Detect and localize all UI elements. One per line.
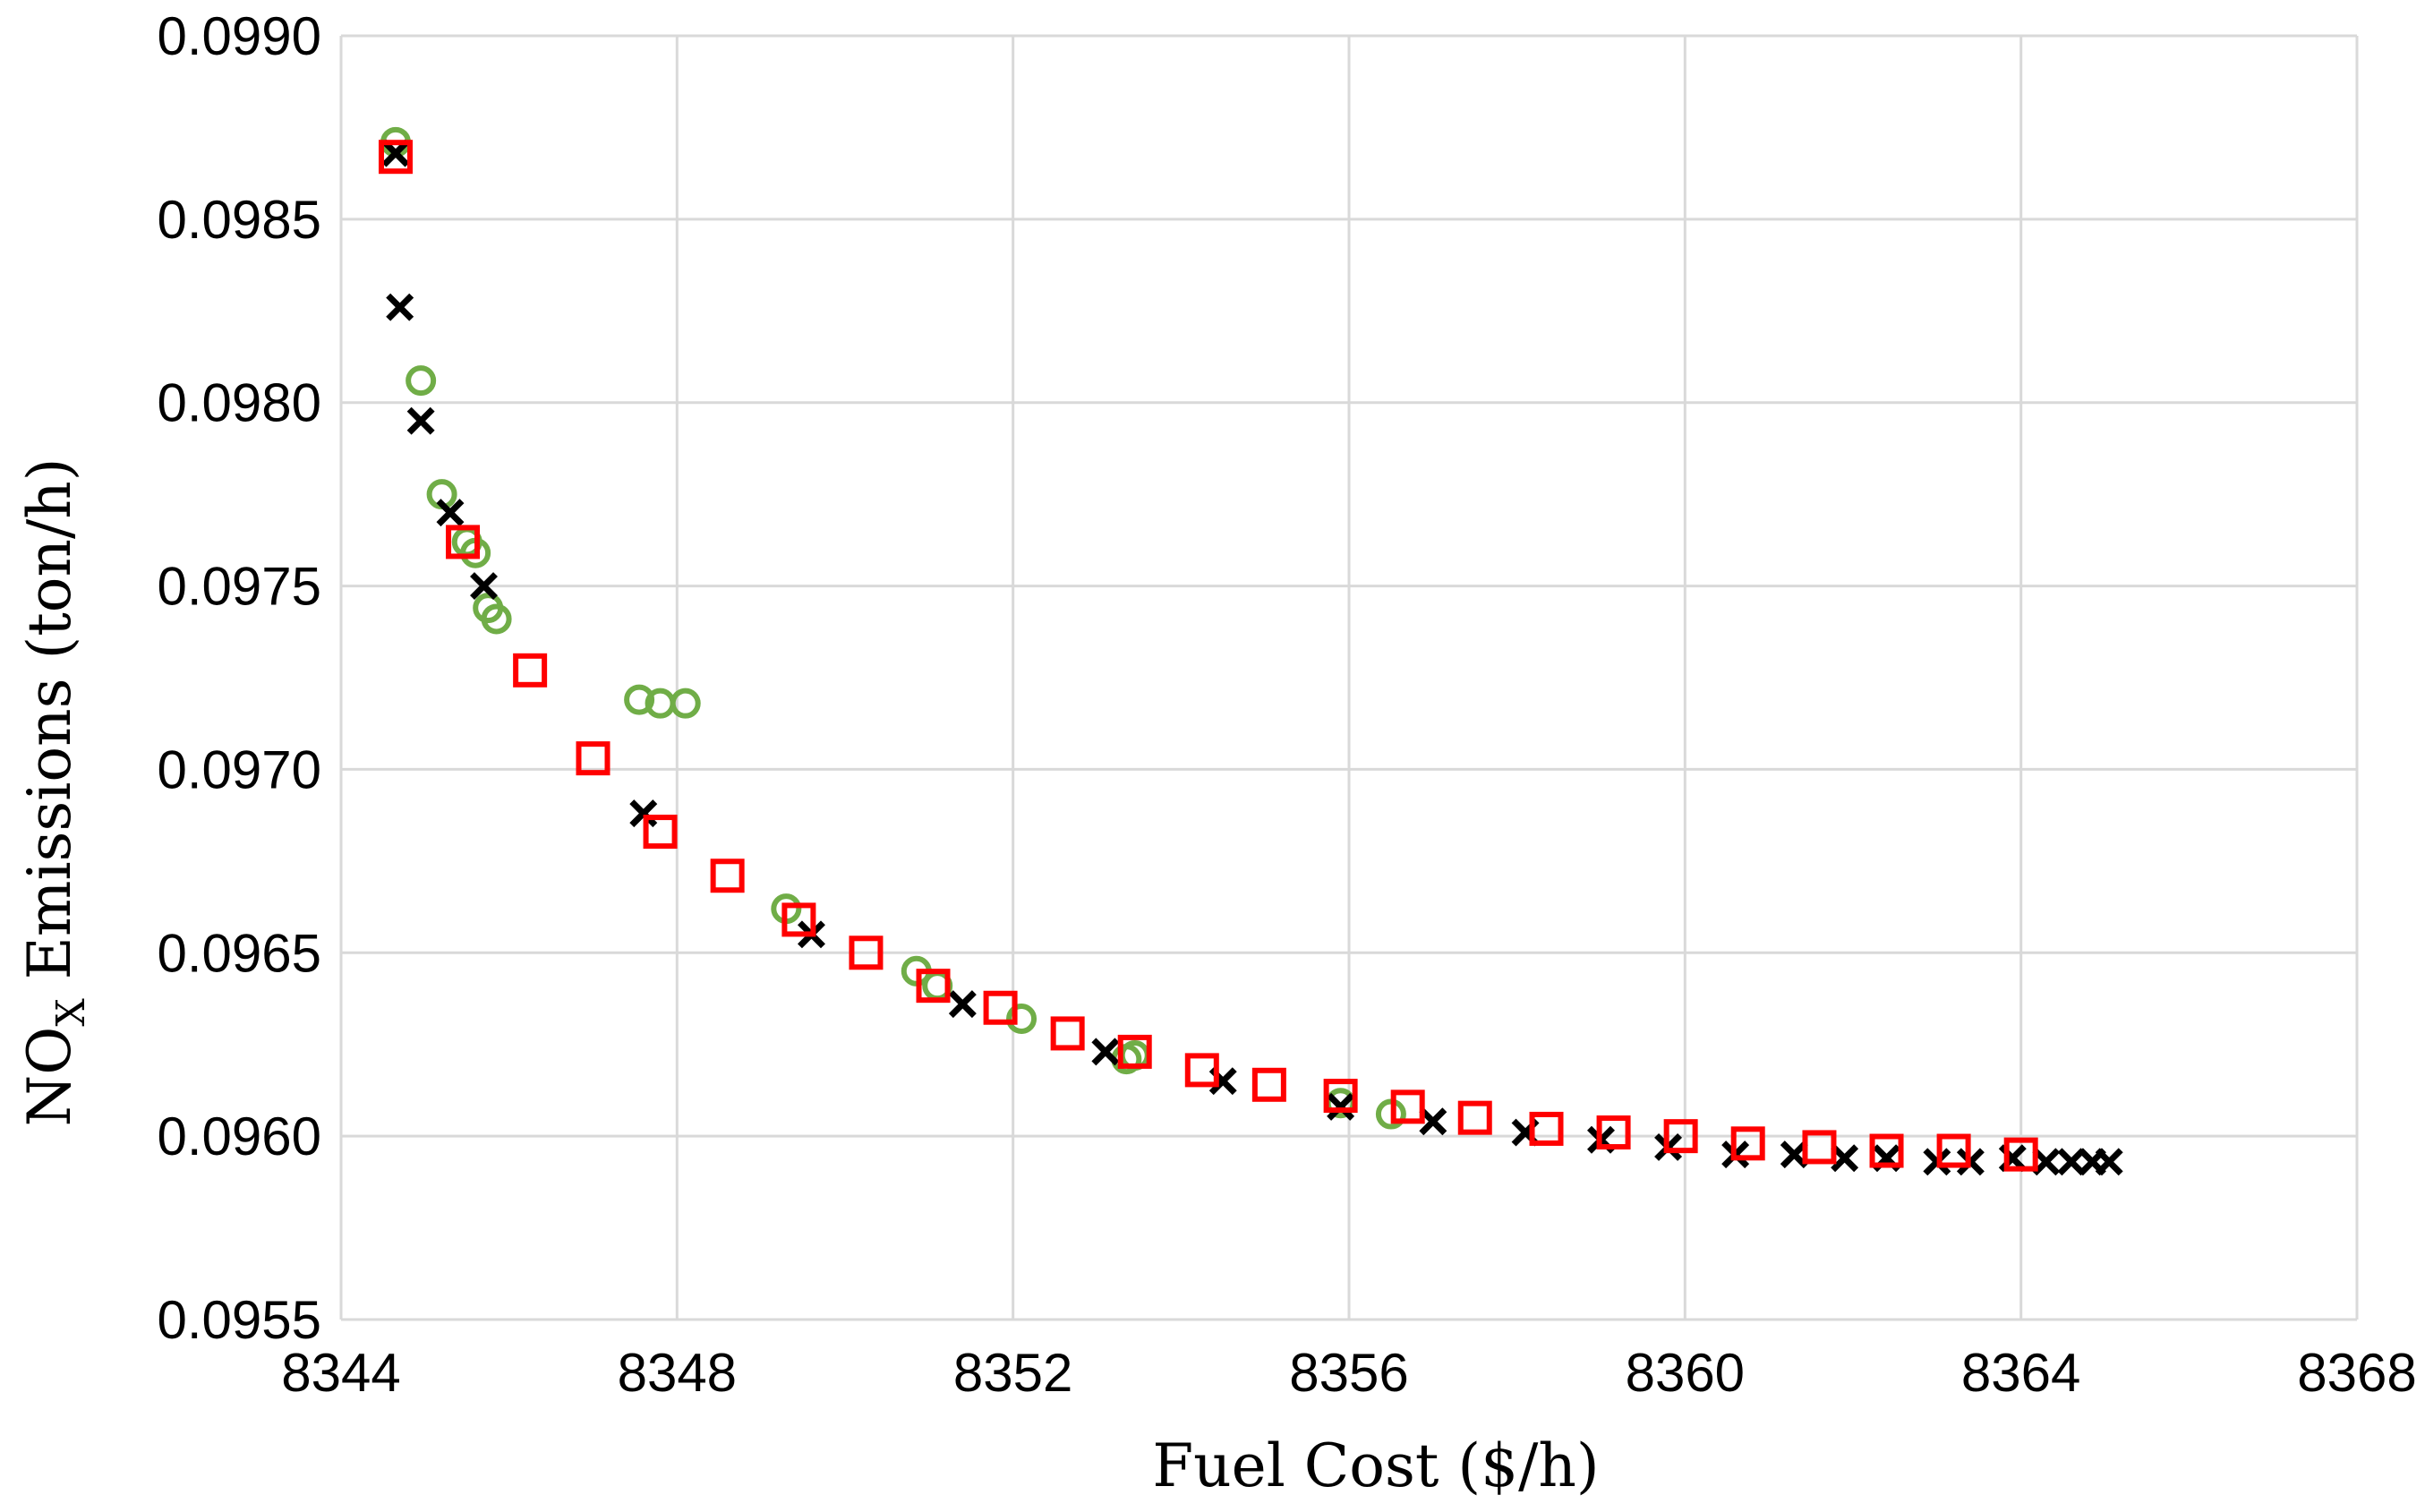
cross-point [629,799,658,828]
x-tick-label: 8364 [1961,1343,2080,1403]
square-point [2003,1137,2038,1172]
square-point [513,653,548,688]
square-point [1663,1119,1698,1154]
y-tick-label: 0.0970 [157,739,321,799]
square-point [1184,1053,1219,1088]
square-point [446,525,481,560]
circle-point [481,603,512,635]
cross-point [1091,1038,1120,1066]
square-point [378,140,413,175]
cross-point [1780,1140,1808,1169]
circle-point [1006,1004,1037,1035]
circle-point [624,684,655,715]
y-tick-labels: 0.0955 0.0960 0.0965 0.0970 0.0975 0.0980 0.09… [157,6,321,1350]
y-axis-title-suffix: Emissions (ton/h) [15,458,84,999]
square-point [781,902,816,937]
cross-point [2095,1148,2123,1176]
axes [339,36,2357,1321]
x-tick-label: 8352 [953,1343,1072,1403]
y-axis-title-subscript: X [48,998,94,1027]
cross-point [948,990,977,1019]
x-tick-labels: 8344 8348 8352 8356 8360 8364 8368 [281,1343,2416,1403]
square-point [1457,1100,1492,1135]
y-tick-label: 0.0965 [157,923,321,983]
square-point [1596,1115,1631,1150]
cross-point [2057,1148,2086,1176]
cross-point [1327,1092,1355,1121]
y-axis-title: NOX Emissions (ton/h) [15,458,94,1127]
circle-point [670,688,701,719]
square-point [1936,1133,1971,1168]
cross-point [436,499,465,527]
square-point [1251,1067,1286,1102]
square-point [1117,1034,1152,1069]
cross-point [386,293,414,321]
square-point [1050,1016,1085,1051]
x-tick-label: 8360 [1626,1343,1745,1403]
square-point [983,990,1018,1025]
cross-point [406,406,435,435]
square-point [1529,1111,1564,1146]
cross-point [2032,1148,2061,1176]
y-axis-title-prefix: NO [15,1027,84,1127]
cross-point [381,139,410,167]
circle-point [406,365,437,397]
square-point [643,815,678,850]
x-tick-label: 8348 [618,1343,737,1403]
square-point [1730,1126,1765,1161]
y-tick-label: 0.0980 [157,373,321,433]
gridlines [339,34,2359,1321]
square-point [1802,1130,1837,1165]
x-tick-label: 8344 [281,1343,400,1403]
y-tick-label: 0.0955 [157,1290,321,1350]
square-point [849,935,884,970]
square-point [916,969,951,1004]
square-point [1390,1089,1425,1124]
data-points [378,126,2123,1176]
square-point [1869,1133,1904,1168]
y-tick-label: 0.0985 [157,190,321,250]
y-tick-label: 0.0975 [157,557,321,617]
y-tick-label: 0.0960 [157,1106,321,1166]
x-axis-title: Fuel Cost ($/h) [1152,1431,1599,1500]
y-tick-label: 0.0990 [157,6,321,66]
series-squares [378,140,2038,1172]
square-point [576,741,611,776]
square-point [1323,1079,1358,1114]
square-point [710,859,745,893]
cross-point [1419,1107,1447,1136]
cross-point [470,572,498,601]
cross-point [1831,1144,1859,1173]
x-tick-label: 8356 [1289,1343,1408,1403]
x-tick-label: 8368 [2297,1343,2416,1403]
